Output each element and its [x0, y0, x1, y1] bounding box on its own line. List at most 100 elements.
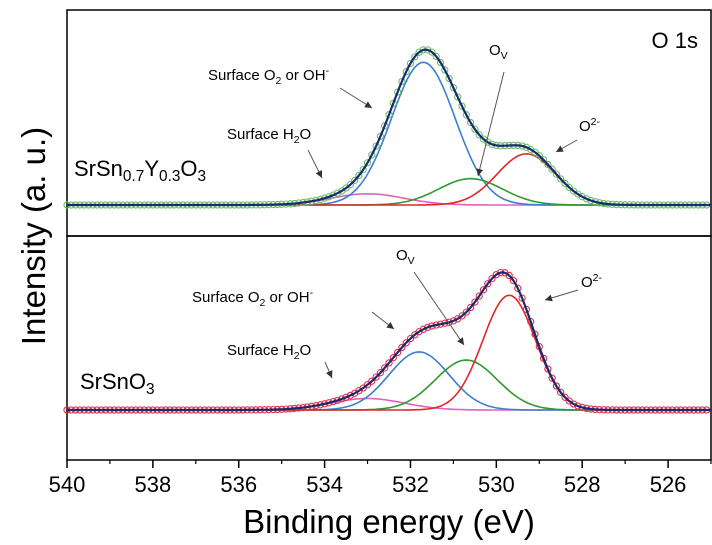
- data-point: [544, 365, 552, 373]
- x-tick-label: 532: [392, 472, 429, 497]
- bottom-annotation-o2: O2-: [581, 272, 603, 291]
- data-point: [552, 170, 561, 178]
- data-point: [462, 111, 470, 119]
- annotation-arrow-head: [457, 337, 464, 345]
- data-point: [363, 159, 372, 167]
- data-point: [531, 148, 539, 156]
- data-point: [359, 165, 367, 174]
- data-point: [363, 381, 372, 389]
- annotation-arrow-line: [413, 271, 465, 346]
- core-level-label: O 1s: [652, 28, 698, 53]
- annotation-arrows: [307, 71, 579, 379]
- data-point: [565, 183, 573, 192]
- annotation-arrow-head: [325, 370, 333, 378]
- bottom-annotation-ov: OV: [396, 247, 415, 267]
- data-point: [372, 373, 380, 381]
- x-tick-label: 534: [306, 472, 343, 497]
- data-point: [569, 400, 578, 408]
- component-curve-1: [67, 351, 711, 411]
- annotation-arrow-head: [545, 294, 553, 302]
- data-point: [368, 151, 376, 159]
- data-point: [351, 176, 359, 185]
- data-point: [449, 84, 458, 92]
- data-point: [518, 294, 526, 302]
- data-point: [329, 191, 337, 199]
- data-point: [376, 369, 385, 377]
- data-point: [355, 171, 363, 180]
- data-point: [561, 179, 569, 188]
- data-point: [539, 354, 548, 363]
- data-point: [428, 48, 436, 56]
- annotation-arrow-head: [386, 321, 394, 329]
- data-point: [398, 77, 406, 86]
- x-tick-label: 530: [478, 472, 515, 497]
- data-point: [389, 354, 397, 362]
- x-tick-label: 526: [650, 472, 687, 497]
- fit-envelope-line: [67, 48, 711, 207]
- data-point: [509, 277, 518, 285]
- data-point: [436, 58, 445, 67]
- data-point: [454, 93, 462, 101]
- data-point: [406, 334, 415, 343]
- y-axis-label: Intensity (a. u.): [15, 127, 52, 345]
- top-annotation-h2o: Surface H2O: [227, 126, 311, 146]
- x-tick-label: 536: [220, 472, 257, 497]
- data-point: [381, 364, 389, 372]
- bottom-sample-label: SrSnO3: [80, 369, 155, 398]
- x-tick-label: 540: [49, 472, 86, 497]
- data-point: [561, 393, 569, 401]
- data-point: [432, 52, 440, 61]
- data-point: [462, 308, 470, 316]
- top-annotation-oh: Surface O2 or OH-: [208, 65, 330, 87]
- data-point: [484, 280, 492, 288]
- data-point: [471, 298, 479, 306]
- data-point: [368, 377, 376, 385]
- data-point: [514, 284, 522, 292]
- data-point: [466, 303, 475, 312]
- data-point: [402, 68, 410, 76]
- data-point: [552, 382, 561, 390]
- component-curve-3: [67, 294, 711, 411]
- data-point: [372, 142, 380, 150]
- data-point: [445, 74, 453, 83]
- annotation-arrow-head: [476, 168, 484, 176]
- data-point: [458, 312, 466, 320]
- annotation-arrow-head: [364, 101, 372, 108]
- data-point: [346, 391, 355, 400]
- data-point: [471, 125, 479, 133]
- bottom-annotation-h2o: Surface H2O: [227, 342, 311, 362]
- data-point: [548, 374, 556, 382]
- data-point: [475, 292, 483, 300]
- annotation-arrow-head: [556, 145, 564, 152]
- data-point: [488, 274, 496, 283]
- data-point: [402, 339, 410, 347]
- data-point: [539, 156, 548, 164]
- data-point: [548, 165, 556, 173]
- data-point: [393, 88, 402, 96]
- data-point: [458, 102, 466, 110]
- data-point: [411, 53, 419, 61]
- data-point: [557, 175, 565, 183]
- data-point: [505, 271, 513, 280]
- bottom-panel-frame: [66, 235, 712, 461]
- x-axis-label: Binding energy (eV): [243, 503, 535, 540]
- data-point: [492, 271, 500, 279]
- data-point: [333, 189, 342, 197]
- top-sample-label: SrSn0.7Y0.3O3: [74, 156, 206, 185]
- annotation-arrow-line: [477, 71, 505, 177]
- data-point: [385, 359, 393, 367]
- data-point: [475, 131, 483, 139]
- bottom-annotation-oh: Surface O2 or OH-: [192, 287, 314, 309]
- data-point: [419, 325, 427, 333]
- data-point: [406, 59, 415, 68]
- fit-envelope-line: [67, 271, 711, 412]
- data-point: [441, 66, 449, 74]
- annotation-arrow-head: [315, 170, 322, 178]
- data-point: [346, 180, 355, 189]
- data-point: [544, 160, 552, 169]
- top-annotation-o2: O2-: [579, 116, 601, 135]
- data-point: [578, 193, 586, 201]
- top-panel-plot: [63, 46, 711, 209]
- x-tick-label: 538: [135, 472, 172, 497]
- data-point: [466, 118, 475, 127]
